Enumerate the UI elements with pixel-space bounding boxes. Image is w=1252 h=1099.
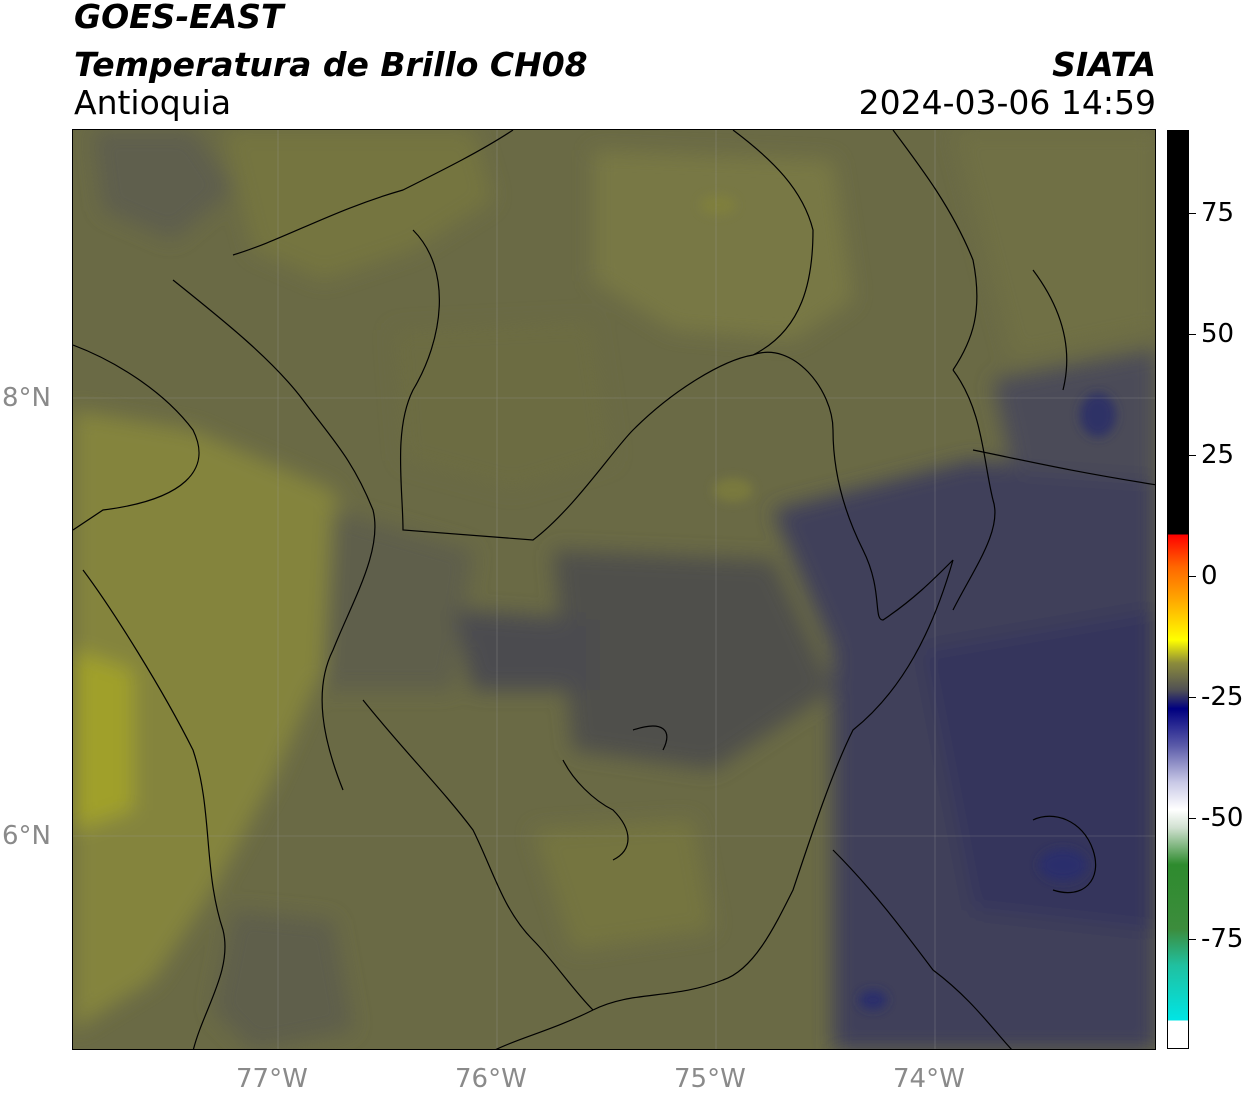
colorbar-label: 0: [1201, 561, 1218, 591]
colorbar-tick: [1189, 334, 1196, 335]
lon-label-77w: 77°W: [236, 1064, 308, 1094]
colorbar-label: 25: [1201, 440, 1235, 470]
region-label: Antioquia: [74, 83, 232, 122]
coastline-and-borders: [73, 130, 1155, 1049]
brightness-temperature-map: [72, 129, 1156, 1050]
colorbar-tick: [1189, 455, 1196, 456]
lon-label-75w: 75°W: [674, 1064, 746, 1094]
lon-label-76w: 76°W: [455, 1064, 527, 1094]
lat-label-6n: 6°N: [2, 821, 51, 851]
agency-label: SIATA: [1052, 45, 1156, 84]
product-title: Temperatura de Brillo CH08: [74, 45, 588, 84]
colorbar-label: -75: [1201, 924, 1244, 954]
satellite-title: GOES-EAST: [74, 0, 284, 36]
colorbar: [1167, 130, 1189, 1049]
colorbar-label: -50: [1201, 803, 1244, 833]
map-canvas: [73, 130, 1155, 1049]
lat-label-8n: 8°N: [2, 383, 51, 413]
colorbar-tick: [1189, 697, 1196, 698]
colorbar-label: 50: [1201, 319, 1235, 349]
colorbar-tick: [1189, 939, 1196, 940]
cold-cores: [700, 195, 1116, 1010]
graticule: [73, 130, 1155, 1049]
lon-label-74w: 74°W: [893, 1064, 965, 1094]
colorbar-label: 75: [1201, 198, 1235, 228]
colorbar-tick: [1189, 818, 1196, 819]
timestamp-label: 2024-03-06 14:59: [858, 83, 1156, 122]
temperature-field: [73, 130, 1155, 1049]
colorbar-label: -25: [1201, 682, 1244, 712]
colorbar-tick: [1189, 213, 1196, 214]
colorbar-tick: [1189, 576, 1196, 577]
